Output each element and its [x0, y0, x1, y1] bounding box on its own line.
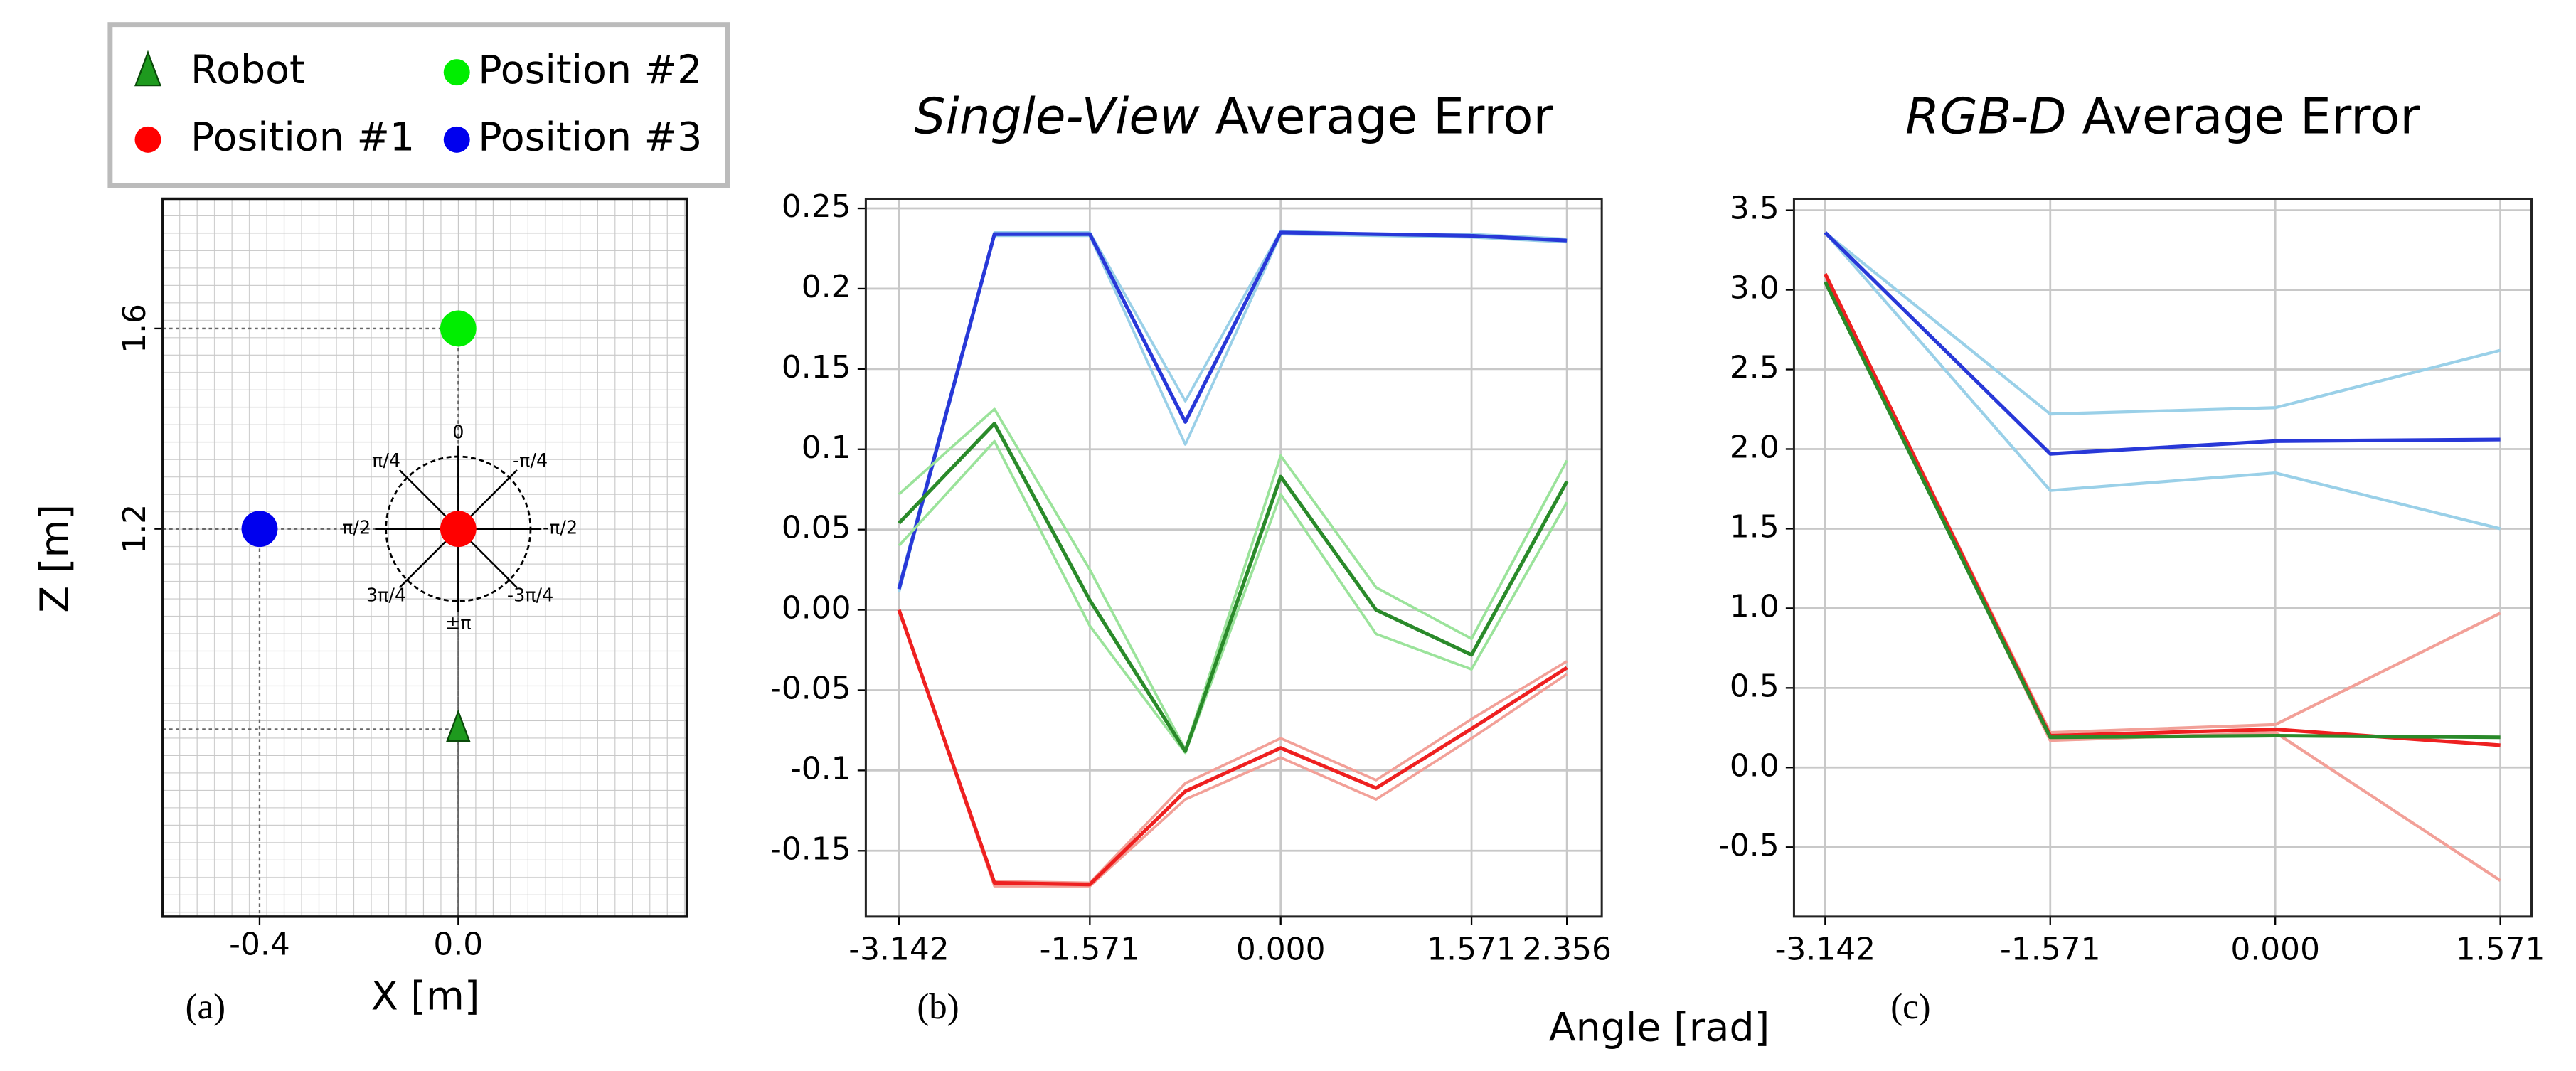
y-tick-label: -0.5 — [1718, 827, 1779, 863]
panel-label: (a) — [186, 986, 225, 1026]
legend-marker — [134, 50, 161, 87]
legend-label: Position #1 — [191, 114, 415, 160]
x-tick-label: 1.571 — [2456, 931, 2545, 967]
point — [241, 511, 278, 548]
panel-label: (c) — [1890, 986, 1930, 1026]
chart-title: RGB-D Average Error — [1905, 89, 2420, 146]
y-tick-label: 3.5 — [1730, 191, 1779, 227]
point — [440, 511, 477, 548]
legend-label: Position #2 — [478, 48, 702, 93]
y-tick-label: 0.05 — [782, 510, 851, 546]
y-tick-label: 0.5 — [1730, 668, 1779, 704]
angle-label: π/4 — [372, 449, 400, 471]
series-line — [898, 422, 1569, 753]
y-tick-label: 0.0 — [1730, 747, 1779, 784]
legend-marker — [134, 126, 161, 153]
x-axis-label: X [m] — [371, 974, 480, 1019]
legend-marker — [443, 59, 470, 86]
x-tick-label: 0.0 — [433, 926, 483, 962]
angle-label: 3π/4 — [366, 584, 406, 605]
title-rest: Average Error — [1215, 89, 1554, 146]
y-tick-label: 0.1 — [802, 430, 851, 466]
panel-label: (b) — [917, 986, 959, 1026]
plot-area — [866, 198, 1602, 917]
series-line — [1824, 231, 2501, 456]
legend-label: Position #3 — [478, 114, 702, 160]
x-tick-label: -1.571 — [1040, 931, 1140, 967]
title-emphasis: RGB-D — [1905, 89, 2066, 146]
point — [440, 310, 477, 347]
angle-label: -π/2 — [543, 517, 578, 538]
y-tick-label: 3.0 — [1730, 270, 1779, 307]
shared-x-label: Angle [rad] — [1549, 1005, 1770, 1050]
title-space — [2067, 89, 2082, 146]
plot-frame — [864, 197, 1603, 918]
y-tick-label: -0.05 — [770, 670, 851, 706]
title-emphasis: Single-View — [915, 89, 1200, 146]
x-tick-label: -1.571 — [2000, 931, 2100, 967]
plot-frame — [1792, 197, 2533, 918]
x-tick-label: 0.000 — [2230, 931, 2320, 967]
y-tick-label: 0.15 — [782, 349, 851, 385]
y-tick-label: 0.25 — [782, 188, 851, 225]
series-line — [1824, 231, 2501, 416]
y-tick-label: -0.15 — [770, 831, 851, 867]
title-rest: Average Error — [2082, 89, 2421, 146]
angle-label: -π/4 — [513, 449, 548, 471]
y-tick-label: 1.6 — [117, 304, 153, 353]
plot-frame — [161, 197, 688, 918]
angle-label: ±π — [445, 612, 472, 634]
title-space — [1200, 89, 1215, 146]
point — [446, 709, 471, 742]
y-tick-label: 1.0 — [1730, 588, 1779, 624]
series-line — [1824, 231, 2501, 531]
series-line — [898, 609, 1568, 888]
angle-label: -3π/4 — [507, 584, 553, 605]
x-tick-label: -3.142 — [848, 931, 949, 967]
legend-label: Robot — [191, 48, 305, 93]
y-tick-label: 1.5 — [1730, 508, 1779, 545]
x-tick-label: 0.000 — [1236, 931, 1326, 967]
x-tick-label: -3.142 — [1775, 931, 1875, 967]
y-tick-label: 0.2 — [802, 269, 851, 305]
chart-title: Single-View Average Error — [915, 89, 1554, 146]
y-tick-label: 2.0 — [1730, 429, 1779, 465]
y-tick-label: 2.5 — [1730, 350, 1779, 386]
series-line — [1824, 281, 2501, 740]
angle-label: 0 — [452, 422, 464, 443]
legend-marker — [443, 126, 470, 153]
x-tick-label: 1.571 — [1427, 931, 1516, 967]
x-tick-label: -0.4 — [229, 926, 290, 962]
legend-box — [107, 22, 730, 188]
y-tick-label: -0.1 — [790, 750, 851, 787]
x-tick-label: 2.356 — [1522, 931, 1612, 967]
y-tick-label: 1.2 — [117, 504, 153, 554]
y-axis-label: Z [m] — [33, 504, 78, 613]
y-tick-label: 0.00 — [782, 590, 851, 627]
series-line — [898, 407, 1568, 751]
series-line — [898, 439, 1568, 755]
plot-area — [162, 198, 687, 917]
plot-area — [1794, 198, 2532, 917]
angle-label: π/2 — [342, 517, 371, 538]
series-line — [897, 230, 1568, 590]
series-line — [897, 609, 1568, 887]
